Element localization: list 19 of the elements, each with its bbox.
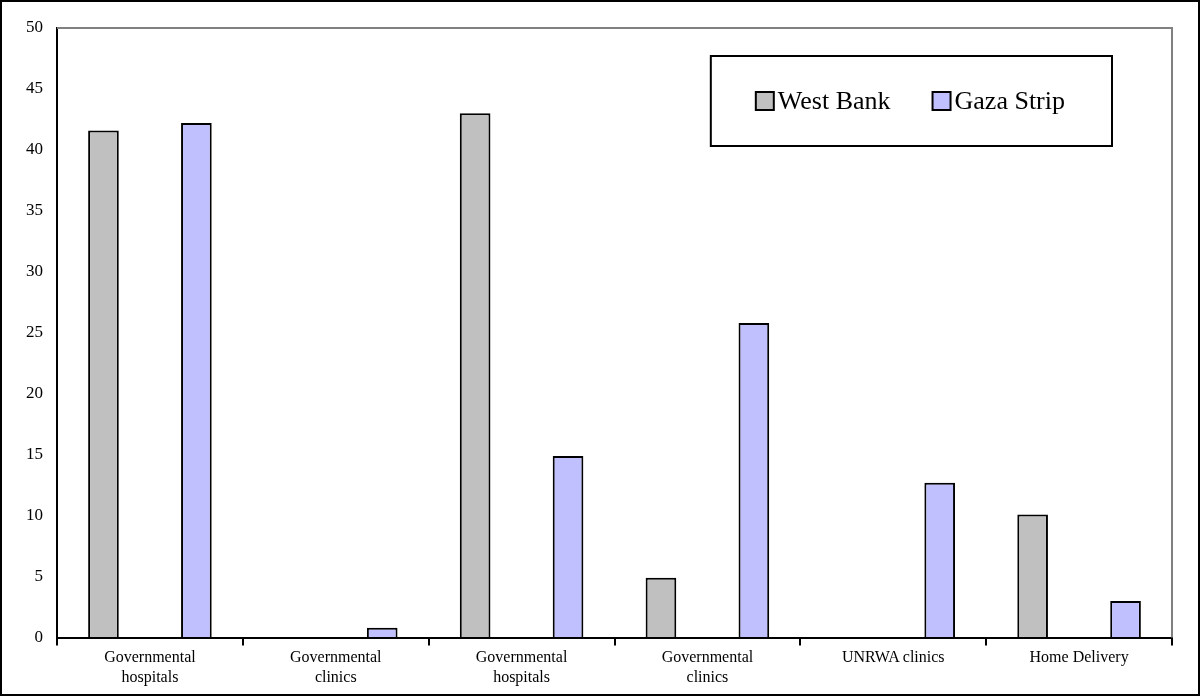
x-tick-label: Governmental clinics [661,648,754,685]
y-tick-label: 35 [26,200,43,220]
x-tick-label: Governmental hospitals [104,648,197,686]
y-tick-label: 5 [34,566,43,586]
legend-label: West Bank [777,85,891,115]
x-tick-label: Home Delivery [1029,648,1129,667]
y-tick-label: 25 [26,322,43,342]
y-tick-label: 20 [26,383,43,403]
y-tick-label: 40 [26,139,43,159]
legend-label: Gaza Strip [954,85,1066,115]
y-tick-label: 45 [26,78,43,98]
y-tick-label: 50 [26,17,43,37]
y-tick-label: 10 [26,505,43,525]
y-tick-label: 15 [26,444,43,464]
y-tick-label: 30 [26,261,43,281]
y-tick-label: 0 [34,627,43,647]
x-tick-label: UNRWA clinics [841,648,945,666]
x-tick-label: Governmental clinics [289,648,383,685]
x-tick-label: Governmental hospitals [475,648,568,686]
